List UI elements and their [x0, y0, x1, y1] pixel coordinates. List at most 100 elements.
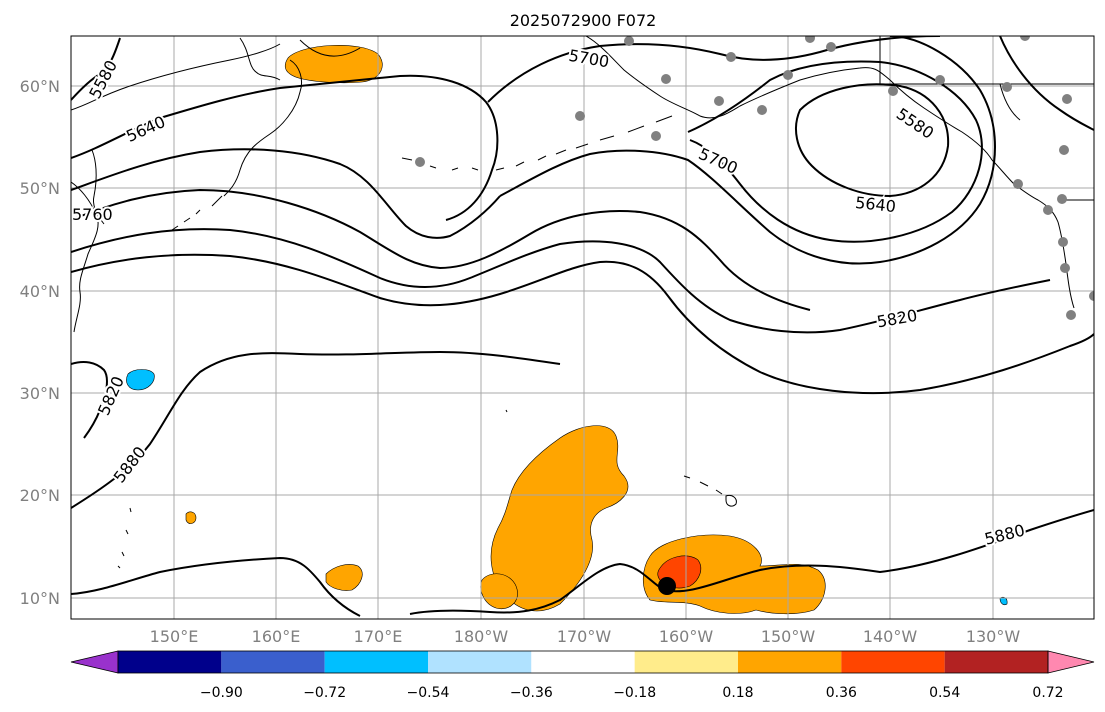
station-dot — [1062, 94, 1072, 104]
latitude-labels: 60°N 50°N 40°N 30°N 20°N 10°N — [20, 77, 60, 608]
colorbar: −0.90 −0.72 −0.54 −0.36 −0.18 0.18 0.36 0.54 0.7… — [70, 650, 1095, 701]
station-markers — [415, 36, 1094, 320]
colorbar-tick-label: 0.18 — [722, 685, 753, 701]
station-dot — [415, 157, 425, 167]
lon-label: 170°W — [557, 627, 612, 646]
station-dot — [575, 111, 585, 121]
coast-okhotsk — [239, 37, 361, 81]
lat-label: 10°N — [20, 589, 60, 608]
station-dot — [1066, 310, 1076, 320]
station-dot — [1060, 263, 1070, 273]
colorbar-segment — [118, 651, 222, 673]
anomaly-patch-south-west — [480, 573, 518, 610]
colorbar-segment — [428, 651, 532, 673]
contour-5880-south — [71, 556, 361, 617]
colorbar-tick-label: −0.36 — [510, 685, 553, 701]
coast-japan — [71, 181, 99, 333]
station-dot — [624, 36, 634, 46]
station-dot — [1059, 145, 1069, 155]
anomaly-patch-west-small — [325, 564, 363, 591]
colorbar-tick-label: 0.72 — [1032, 685, 1063, 701]
colorbar-tick-label: −0.54 — [407, 685, 450, 701]
station-dot — [1020, 36, 1030, 41]
anomaly-shading — [126, 45, 1008, 615]
contour-5640-west — [71, 74, 499, 221]
station-dot — [1043, 205, 1053, 215]
lon-label: 160°W — [659, 627, 714, 646]
map-frame — [70, 35, 1095, 620]
coast-islands — [117, 409, 508, 569]
coast-alaska — [585, 36, 993, 161]
figure-title: 2025072900 F072 — [510, 11, 657, 30]
lon-label: 130°W — [966, 627, 1021, 646]
lon-label: 150°E — [150, 627, 199, 646]
height-contours — [71, 36, 1094, 617]
contour-east-edge — [999, 36, 1094, 131]
contour-5700-west — [71, 148, 501, 239]
station-dot — [1058, 237, 1068, 247]
contour-5580-east — [795, 83, 950, 198]
lat-label: 30°N — [20, 384, 60, 403]
station-dot — [661, 74, 671, 84]
coast-aleutians — [401, 115, 673, 171]
lat-label: 50°N — [20, 179, 60, 198]
contour-5880-west — [71, 350, 561, 509]
lon-label: 170°E — [354, 627, 403, 646]
colorbar-tick-label: 0.36 — [826, 685, 857, 701]
anomaly-patch-south-east — [642, 534, 826, 615]
contour-5580-west — [71, 37, 121, 101]
colorbar-outline — [117, 650, 1049, 674]
anomaly-patch-central — [490, 425, 629, 612]
station-dot — [757, 105, 767, 115]
station-dot — [714, 96, 724, 106]
station-dot — [826, 42, 836, 52]
lon-label: 140°W — [863, 627, 918, 646]
colorbar-extend-high — [1047, 650, 1095, 674]
colorbar-tick-label: −0.18 — [613, 685, 656, 701]
lon-label: 150°W — [761, 627, 816, 646]
coastlines — [71, 36, 1094, 569]
lon-label: 180°W — [454, 627, 509, 646]
colorbar-segment — [738, 651, 842, 673]
contour-5640-east — [499, 36, 996, 265]
coast-hawaii — [683, 475, 737, 507]
anomaly-patch-dot — [185, 511, 197, 524]
station-dot — [1057, 194, 1067, 204]
colorbar-segment — [324, 651, 428, 673]
coast-sakhalin — [91, 149, 105, 225]
lat-label: 20°N — [20, 486, 60, 505]
graticule — [71, 36, 1094, 619]
coast-kuril — [171, 195, 223, 231]
station-dot — [651, 131, 661, 141]
colorbar-extend-low — [70, 650, 119, 674]
map-area: 5580 5640 5700 5580 5640 5700 5760 5820 … — [71, 36, 1094, 619]
longitude-labels: 150°E 160°E 170°E 180°W 170°W 160°W 150°… — [150, 627, 1021, 646]
anomaly-patch-negative-small — [999, 596, 1008, 606]
colorbar-segment — [531, 651, 635, 673]
station-dot — [1089, 291, 1094, 301]
station-dot — [805, 36, 815, 43]
contour-5880-southeast — [409, 509, 1094, 615]
station-dot — [783, 70, 793, 80]
station-dot — [888, 86, 898, 96]
station-dot — [935, 75, 945, 85]
colorbar-segment — [634, 651, 738, 673]
coast-kamchatka — [71, 43, 303, 197]
colorbar-tick-label: 0.54 — [929, 685, 960, 701]
lat-label: 60°N — [20, 77, 60, 96]
storm-center-marker — [658, 577, 676, 595]
contour-5820-west — [71, 361, 108, 439]
station-dot — [1002, 82, 1012, 92]
colorbar-tick-label: −0.90 — [200, 685, 243, 701]
colorbar-segment — [841, 651, 945, 673]
colorbar-segment — [221, 651, 325, 673]
contour-label: 5760 — [72, 205, 113, 224]
colorbar-tick-label: −0.72 — [303, 685, 346, 701]
station-dot — [726, 52, 736, 62]
anomaly-patch-kamchatka — [284, 45, 383, 84]
contour-5760 — [71, 188, 811, 311]
colorbar-segment — [944, 651, 1048, 673]
anomaly-patch-negative — [126, 369, 155, 391]
station-dot — [1013, 179, 1023, 189]
